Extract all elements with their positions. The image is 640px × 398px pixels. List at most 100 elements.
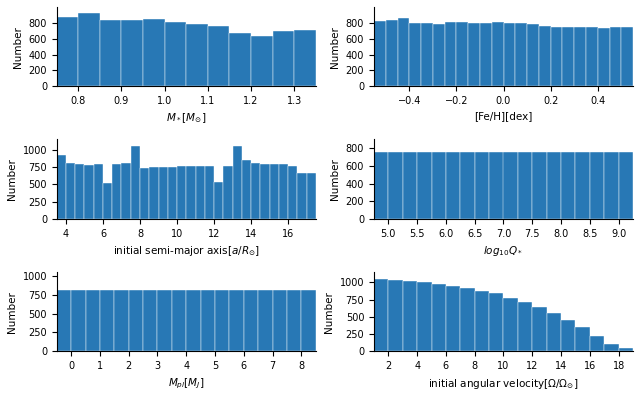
Bar (604, 152, 619, 219)
Bar (259, 290, 273, 351)
Bar (621, 27, 633, 86)
Bar (168, 167, 177, 219)
Bar (208, 26, 230, 86)
Bar (251, 35, 273, 86)
Bar (223, 166, 232, 219)
Bar (157, 290, 172, 351)
Bar (374, 279, 388, 351)
Bar (71, 290, 86, 351)
Bar (388, 152, 403, 219)
Bar (57, 290, 71, 351)
Bar (590, 152, 604, 219)
Bar (186, 166, 196, 219)
Bar (57, 17, 78, 86)
Bar (431, 152, 446, 219)
Bar (149, 167, 159, 219)
Bar (93, 164, 103, 219)
Bar (140, 168, 149, 219)
Bar (279, 164, 288, 219)
Bar (244, 290, 259, 351)
Bar (215, 290, 230, 351)
Bar (563, 27, 574, 86)
Bar (86, 290, 100, 351)
Bar (386, 20, 397, 86)
Bar (489, 293, 504, 351)
Bar (115, 290, 129, 351)
Bar (550, 27, 563, 86)
Bar (269, 164, 279, 219)
Bar (460, 152, 475, 219)
Bar (598, 27, 609, 86)
Bar (100, 290, 115, 351)
Bar (590, 336, 604, 351)
Bar (159, 167, 168, 219)
Bar (468, 23, 480, 86)
Bar (504, 152, 518, 219)
X-axis label: $M_*[M_{\odot}]$: $M_*[M_{\odot}]$ (166, 111, 207, 125)
Bar (445, 22, 456, 86)
Bar (446, 152, 460, 219)
X-axis label: $M_{pl}[M_J]$: $M_{pl}[M_J]$ (168, 377, 205, 391)
Bar (164, 22, 186, 86)
Bar (489, 152, 504, 219)
Bar (374, 21, 386, 86)
Bar (57, 155, 66, 219)
Bar (131, 146, 140, 219)
Bar (307, 173, 316, 219)
Bar (547, 313, 561, 351)
Bar (100, 20, 122, 86)
Bar (475, 291, 489, 351)
Bar (232, 146, 242, 219)
Bar (518, 302, 532, 351)
Bar (177, 166, 186, 219)
Y-axis label: Number: Number (330, 158, 340, 200)
X-axis label: [Fe/H][dex]: [Fe/H][dex] (474, 111, 532, 121)
Bar (374, 152, 388, 219)
Bar (288, 166, 298, 219)
Bar (201, 290, 215, 351)
Bar (446, 286, 460, 351)
Bar (539, 26, 550, 86)
Bar (260, 164, 269, 219)
Bar (586, 27, 598, 86)
Bar (242, 160, 251, 219)
Bar (186, 290, 201, 351)
Bar (273, 290, 287, 351)
Y-axis label: Number: Number (13, 26, 23, 68)
Bar (230, 33, 251, 86)
Bar (388, 280, 403, 351)
Bar (492, 22, 504, 86)
Bar (575, 327, 590, 351)
Bar (298, 173, 307, 219)
Bar (515, 23, 527, 86)
X-axis label: $log_{10}Q_*$: $log_{10}Q_*$ (483, 244, 524, 258)
Bar (294, 30, 316, 86)
Bar (205, 166, 214, 219)
Bar (287, 290, 301, 351)
Bar (112, 164, 122, 219)
Y-axis label: Number: Number (7, 291, 17, 333)
Bar (196, 166, 205, 219)
Bar (574, 27, 586, 86)
Bar (251, 163, 260, 219)
Bar (417, 152, 431, 219)
Bar (547, 152, 561, 219)
Bar (66, 163, 76, 219)
Bar (619, 348, 633, 351)
Bar (532, 307, 547, 351)
Bar (78, 12, 100, 86)
Bar (518, 152, 532, 219)
Bar (460, 288, 475, 351)
Bar (456, 22, 468, 86)
Bar (122, 20, 143, 86)
Bar (143, 290, 157, 351)
Bar (604, 344, 619, 351)
Bar (609, 27, 621, 86)
Bar (504, 298, 518, 351)
Bar (76, 164, 84, 219)
Bar (273, 31, 294, 86)
Bar (186, 24, 208, 86)
Y-axis label: Number: Number (330, 26, 340, 68)
Bar (480, 23, 492, 86)
Bar (417, 282, 431, 351)
